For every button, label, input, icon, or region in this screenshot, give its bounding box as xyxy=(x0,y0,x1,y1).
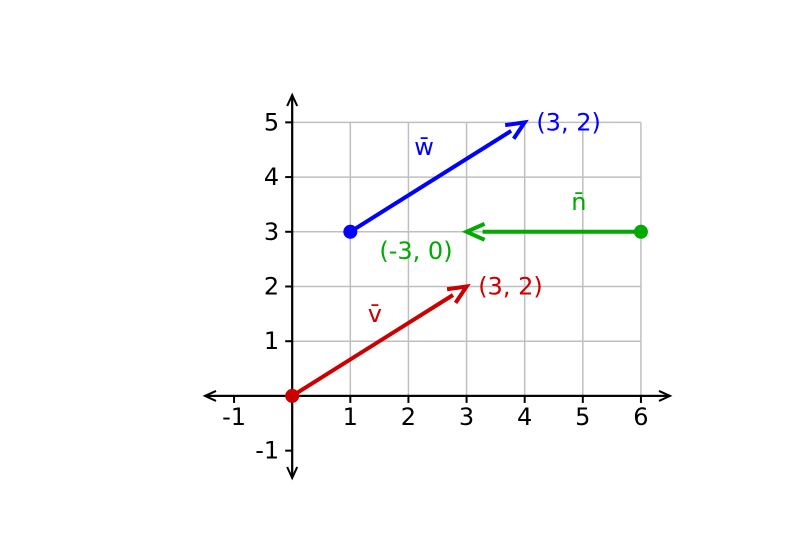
x-tick-label: -1 xyxy=(222,403,246,431)
vector-n-coord: (-3, 0) xyxy=(379,237,452,265)
vector-v-label: v̄ xyxy=(368,300,382,328)
vector-n-label: n̄ xyxy=(571,188,586,216)
x-tick-label: 3 xyxy=(459,403,474,431)
vector-w-origin-dot xyxy=(343,225,357,239)
chart-background xyxy=(0,0,794,559)
vector-v-origin-dot xyxy=(285,389,299,403)
y-tick-label: 1 xyxy=(264,327,279,355)
vector-n-origin-dot xyxy=(634,225,648,239)
x-tick-label: 4 xyxy=(517,403,532,431)
y-tick-label: 2 xyxy=(264,273,279,301)
x-tick-label: 1 xyxy=(343,403,358,431)
vector-chart: -1 1 2 3 4 5 6 -1 1 2 3 4 5 v̄ (3, 2) w̄ (3, 2) n̄ (-3, 0) xyxy=(0,0,794,559)
y-tick-label: -1 xyxy=(255,437,279,465)
x-tick-label: 6 xyxy=(633,403,648,431)
y-tick-label: 3 xyxy=(264,218,279,246)
y-tick-label: 5 xyxy=(264,108,279,136)
x-tick-label: 5 xyxy=(575,403,590,431)
x-tick-label: 2 xyxy=(401,403,416,431)
y-tick-label: 4 xyxy=(264,163,279,191)
vector-w-coord: (3, 2) xyxy=(536,108,601,136)
vector-w-label: w̄ xyxy=(414,133,434,161)
vector-v-coord: (3, 2) xyxy=(478,273,543,301)
